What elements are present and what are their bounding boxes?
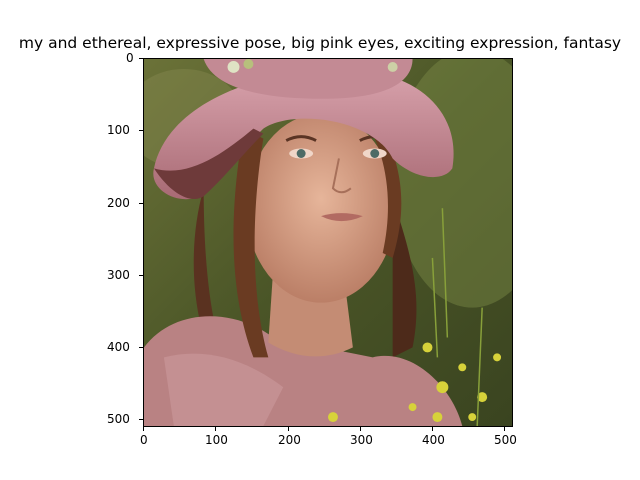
- portrait-image: [144, 59, 512, 426]
- y-tick-mark: [139, 203, 143, 204]
- figure-title-text: my and ethereal, expressive pose, big pi…: [18, 34, 622, 52]
- x-tick-mark: [360, 427, 361, 431]
- y-tick-label: 0: [126, 51, 134, 65]
- y-tick-label: 300: [107, 268, 130, 282]
- y-tick-label: 500: [107, 412, 130, 426]
- y-tick-mark: [139, 347, 143, 348]
- x-tick-mark: [432, 427, 433, 431]
- x-tick-mark: [288, 427, 289, 431]
- x-tick-label: 100: [205, 433, 228, 447]
- x-tick-label: 400: [422, 433, 445, 447]
- x-tick-mark: [143, 427, 144, 431]
- y-tick-mark: [139, 275, 143, 276]
- x-tick-label: 300: [350, 433, 373, 447]
- x-tick-label: 200: [278, 433, 301, 447]
- y-tick-label: 400: [107, 340, 130, 354]
- x-tick-label: 0: [140, 433, 148, 447]
- y-tick-mark: [139, 419, 143, 420]
- x-tick-mark: [215, 427, 216, 431]
- x-tick-mark: [504, 427, 505, 431]
- y-tick-label: 100: [107, 123, 130, 137]
- x-tick-label: 500: [494, 433, 517, 447]
- y-tick-mark: [139, 130, 143, 131]
- y-tick-mark: [139, 58, 143, 59]
- image-axes: [143, 58, 513, 427]
- figure-title: my and ethereal, expressive pose, big pi…: [0, 34, 640, 52]
- y-tick-label: 200: [107, 196, 130, 210]
